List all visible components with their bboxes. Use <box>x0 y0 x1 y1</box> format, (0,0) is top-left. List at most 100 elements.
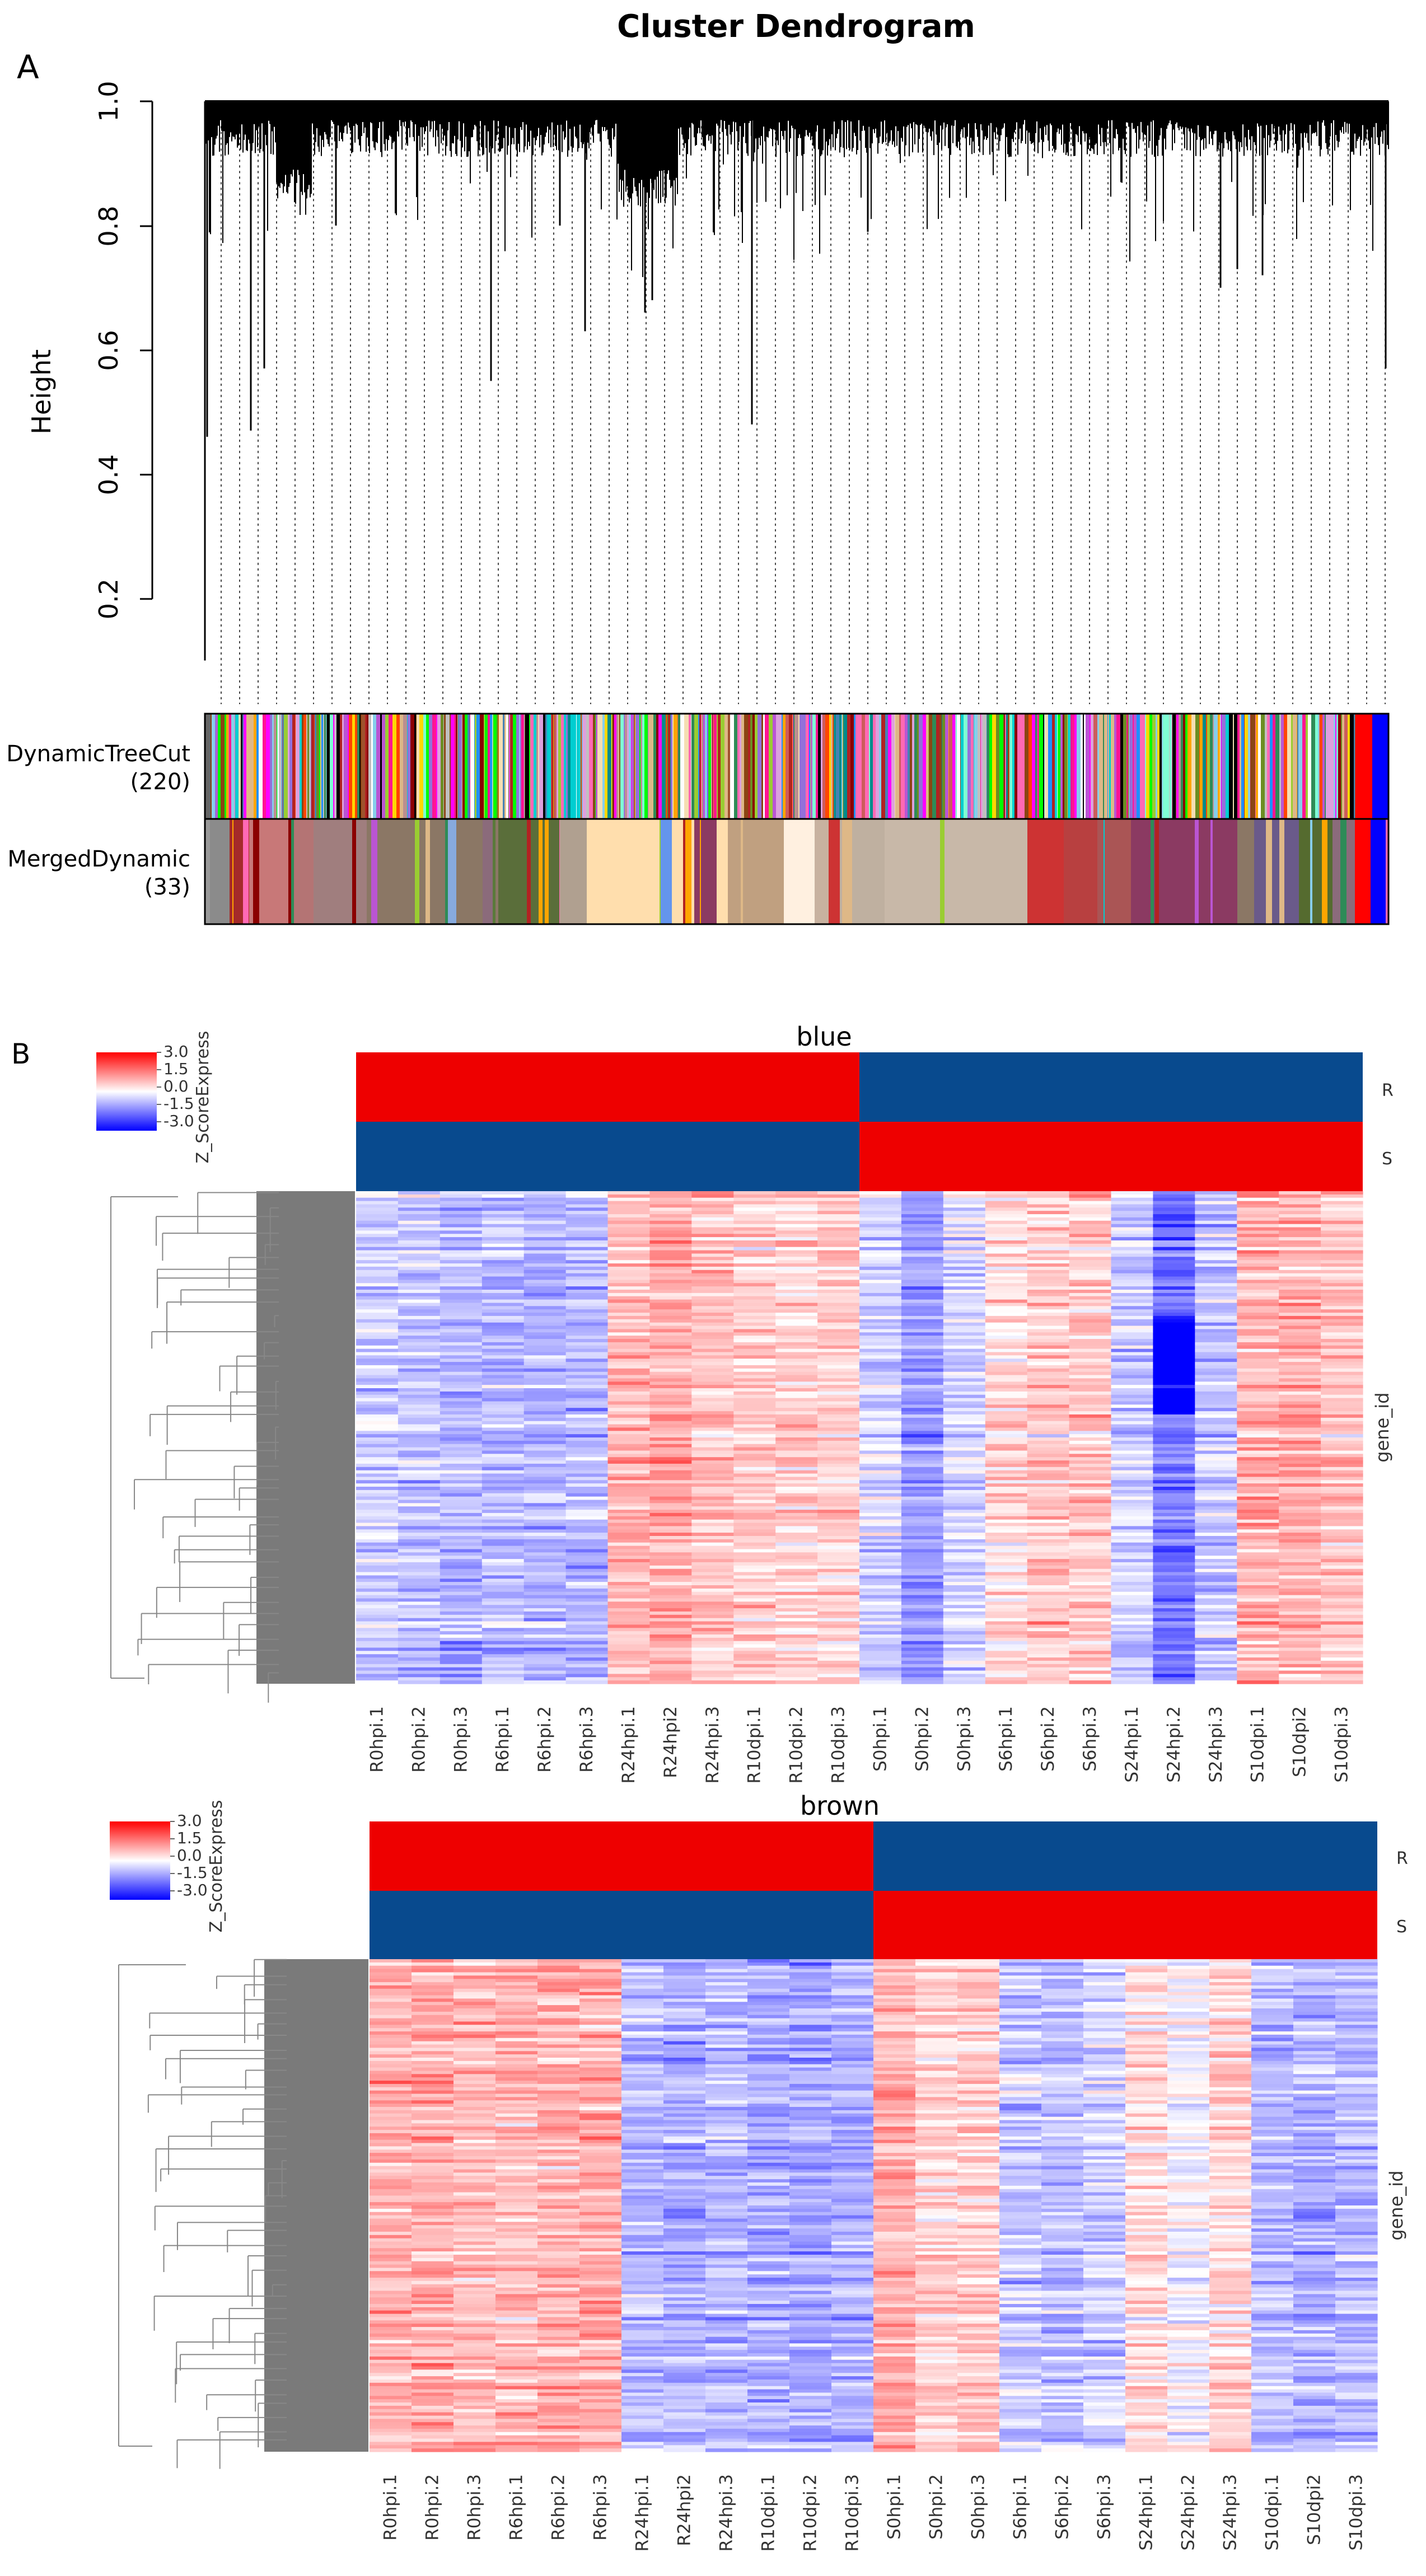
heatmap-cell <box>481 1207 525 1211</box>
heatmap-cell <box>1111 1211 1153 1215</box>
track1-segment <box>1203 714 1207 819</box>
heatmap-cell <box>775 1454 818 1458</box>
heatmap-cell <box>565 1579 609 1582</box>
heatmap-cell <box>523 1322 567 1327</box>
heatmap-cell <box>733 1214 776 1218</box>
heatmap-cell <box>398 1313 441 1317</box>
heatmap-cell <box>523 1220 567 1225</box>
heatmap-cell <box>1237 1315 1279 1320</box>
heatmap-cell <box>733 1572 776 1576</box>
track1-segment <box>923 714 927 819</box>
heatmap-cell <box>1153 1519 1195 1524</box>
heatmap-cell <box>398 1516 441 1520</box>
heatmap-cell <box>1111 1512 1153 1517</box>
heatmap-cell <box>1027 1286 1070 1290</box>
heatmap-cell <box>1027 1257 1070 1261</box>
heatmap-cell <box>943 1224 986 1228</box>
heatmap-cell <box>607 1440 650 1445</box>
track1-segment <box>475 714 477 819</box>
track1-segment <box>1044 714 1045 819</box>
heatmap-cell <box>901 1378 944 1382</box>
heatmap-cell <box>398 1234 441 1238</box>
heatmap-cell <box>398 1342 441 1346</box>
heatmap-cell <box>1321 1503 1363 1507</box>
heatmap-cell <box>985 1556 1028 1559</box>
heatmap-cell <box>943 1247 986 1251</box>
heatmap-cell <box>1237 1536 1279 1540</box>
heatmap-cell <box>817 1500 860 1504</box>
heatmap-cell <box>1111 1562 1153 1566</box>
heatmap-cell <box>523 1204 567 1208</box>
heatmap-cell <box>1111 1292 1153 1297</box>
heatmap-cell <box>901 1253 944 1257</box>
heatmap-cell <box>1153 1437 1195 1441</box>
heatmap-cell <box>356 1381 399 1385</box>
track1-segment <box>1086 714 1090 819</box>
heatmap-cell <box>985 1394 1028 1399</box>
heatmap-cell <box>481 1388 525 1392</box>
heatmap-cell <box>523 1460 567 1464</box>
track1-segment <box>1052 714 1055 819</box>
heatmap-cell <box>985 1500 1028 1504</box>
heatmap-cell <box>1069 1214 1112 1218</box>
heatmap-blue-title: blue <box>796 1022 852 1052</box>
heatmap-cell <box>523 1398 567 1402</box>
heatmap-cell <box>1321 1283 1363 1287</box>
heatmap-cell <box>1321 1315 1363 1320</box>
track2-segment <box>1272 819 1274 924</box>
heatmap-cell <box>481 1336 525 1339</box>
track2-segment <box>493 819 495 924</box>
heatmap-cell <box>733 1424 776 1428</box>
heatmap-cell <box>733 1431 776 1435</box>
heatmap-cell <box>481 1197 525 1202</box>
heatmap-cell <box>1111 1533 1153 1537</box>
track1-segment <box>1111 714 1115 819</box>
heatmap-cell <box>523 1391 567 1395</box>
track2-segment <box>978 819 983 924</box>
heatmap-cell <box>1153 1280 1195 1284</box>
track2-segment <box>701 819 707 924</box>
track2-segment <box>992 819 996 924</box>
heatmap-cell <box>775 1457 818 1461</box>
heatmap-cell <box>523 1230 567 1234</box>
heatmap-cell <box>691 1401 734 1405</box>
heatmap-cell <box>607 1201 650 1205</box>
heatmap-cell <box>440 1424 483 1428</box>
track1-segment <box>348 714 349 819</box>
heatmap-cell <box>523 1214 567 1218</box>
track2-segment <box>726 819 728 924</box>
track1-segment <box>858 714 862 819</box>
legend-tick-label: -1.5 <box>163 1094 194 1113</box>
heatmap-cell <box>440 1470 483 1474</box>
heatmap-cell <box>901 1234 944 1238</box>
heatmap-cell <box>901 1539 944 1543</box>
heatmap-cell <box>649 1493 692 1497</box>
heatmap-cell <box>649 1359 692 1362</box>
heatmap-cell <box>733 1470 776 1474</box>
heatmap-cell <box>649 1549 692 1553</box>
heatmap-cell <box>985 1263 1028 1267</box>
track2-segment <box>1210 819 1213 924</box>
heatmap-cell <box>733 1345 776 1350</box>
heatmap-cell <box>607 1391 650 1395</box>
heatmap-cell <box>943 1326 986 1329</box>
heatmap-cell <box>440 1417 483 1422</box>
heatmap-cell <box>733 1227 776 1231</box>
heatmap-cell <box>859 1368 902 1373</box>
heatmap-cell <box>691 1315 734 1320</box>
heatmap-cell <box>1279 1266 1321 1271</box>
heatmap-cell <box>1153 1375 1195 1379</box>
heatmap-cell <box>1279 1303 1321 1306</box>
heatmap-cell <box>1153 1270 1195 1274</box>
heatmap-cell <box>1279 1447 1321 1451</box>
heatmap-cell <box>901 1319 944 1323</box>
track1-segment <box>474 714 475 819</box>
heatmap-cell <box>1237 1339 1279 1343</box>
heatmap-cell <box>607 1414 650 1418</box>
heatmap-cell <box>607 1381 650 1385</box>
track1-segment <box>605 714 608 819</box>
heatmap-cell <box>1279 1503 1321 1507</box>
heatmap-cell <box>1027 1394 1070 1399</box>
track2-segment <box>1333 819 1339 924</box>
heatmap-cell <box>775 1319 818 1323</box>
